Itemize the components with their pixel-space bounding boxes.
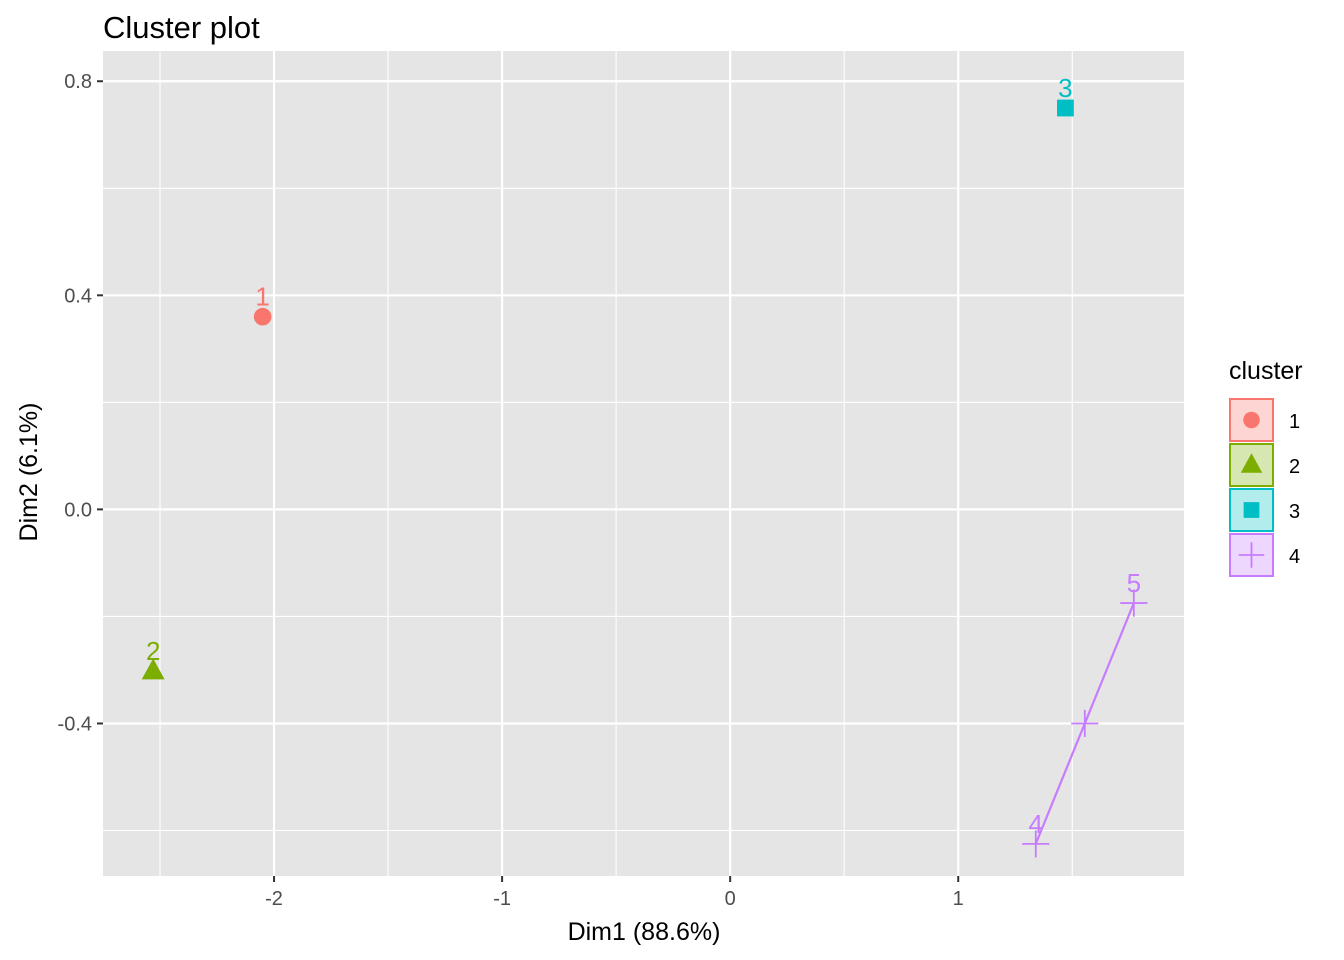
point-label-3: 3 <box>1058 73 1072 103</box>
legend-label-4: 4 <box>1289 546 1300 568</box>
point-1 <box>253 307 272 326</box>
chart-title: Cluster plot <box>103 10 260 45</box>
legend-label-3: 3 <box>1289 501 1300 523</box>
data-points: 1 2 3 4 5 <box>141 73 1148 858</box>
point-label-2: 2 <box>146 636 160 666</box>
legend: cluster 1 2 3 4 <box>1229 357 1303 577</box>
point-label-1: 1 <box>255 282 269 312</box>
legend-entry-4: 4 <box>1229 533 1300 577</box>
point-label-5: 5 <box>1127 568 1141 598</box>
minor-gridlines <box>103 51 1184 876</box>
x-axis: -2 -1 0 1 <box>265 876 964 910</box>
y-axis: -0.4 0.0 0.4 0.8 <box>58 71 103 735</box>
point-3 <box>1057 99 1074 117</box>
point-4 <box>1022 830 1050 858</box>
x-tick-label: 0 <box>725 888 736 910</box>
x-tick-label: -2 <box>265 888 283 910</box>
legend-key-1-symbol <box>1243 411 1260 429</box>
y-tick-label: 0.4 <box>64 285 92 307</box>
x-tick-label: -1 <box>493 888 511 910</box>
point-label-4: 4 <box>1029 809 1043 839</box>
legend-key-4-symbol <box>1238 542 1265 568</box>
legend-entry-2: 2 <box>1229 443 1300 487</box>
x-tick-label: 1 <box>953 888 964 910</box>
y-axis-title: Dim2 (6.1%) <box>15 403 43 542</box>
legend-entry-1: 1 <box>1229 398 1300 442</box>
y-tick-label: -0.4 <box>58 713 92 735</box>
x-axis-title: Dim1 (88.6%) <box>568 918 721 946</box>
point-5 <box>1120 589 1148 617</box>
legend-entry-3: 3 <box>1229 488 1300 532</box>
centroid-4 <box>1071 709 1099 738</box>
legend-title: cluster <box>1229 357 1303 385</box>
y-tick-label: 0.8 <box>64 71 92 93</box>
legend-key-3-symbol <box>1243 502 1260 518</box>
y-tick-label: 0.0 <box>64 499 92 521</box>
point-2 <box>141 658 165 680</box>
legend-label-2: 2 <box>1289 456 1300 478</box>
legend-key-2-symbol <box>1240 453 1263 473</box>
legend-label-1: 1 <box>1289 411 1300 433</box>
major-gridlines <box>103 51 1184 876</box>
legend-key-3 <box>1229 488 1274 532</box>
plot-panel <box>103 51 1184 876</box>
